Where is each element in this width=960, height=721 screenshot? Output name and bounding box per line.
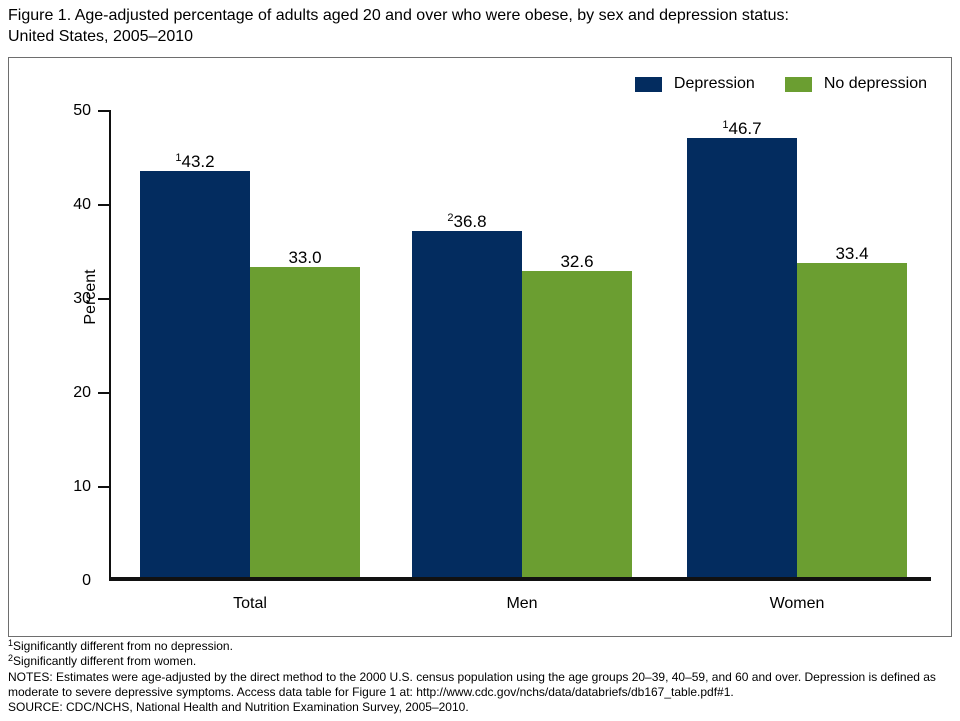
footnote-1-sup: 1 [8, 638, 14, 648]
y-tick-label-0: 0 [82, 572, 91, 589]
source-line: SOURCE: CDC/NCHS, National Health and Nu… [8, 700, 469, 715]
depression-color-swatch [634, 76, 662, 92]
footnotes: 1Significantly different from no depress… [8, 639, 956, 716]
value-label-depression-women: 146.7 [722, 119, 762, 139]
y-tick-mark-20 [98, 392, 111, 394]
notes-line: NOTES: Estimates were age-adjusted by th… [8, 669, 936, 700]
no-depression-color-swatch [784, 76, 812, 92]
y-tick-mark-40 [98, 204, 111, 206]
bar-no-depression-total [250, 266, 360, 577]
legend-item-no-depression: No depression [784, 75, 927, 93]
figure-title-line2: United States, 2005–2010 [8, 27, 194, 45]
value-label-depression-total: 143.2 [175, 151, 215, 171]
legend-label-depression: Depression [673, 75, 755, 92]
x-category-label-total: Total [233, 595, 267, 612]
y-tick-mark-30 [98, 298, 111, 300]
footnote-1: 1Significantly different from no depress… [8, 639, 956, 654]
y-tick-label-10: 10 [73, 478, 91, 495]
y-tick-label-30: 30 [73, 290, 91, 307]
bar-depression-women [687, 138, 797, 577]
bar-depression-total [140, 170, 250, 577]
y-tick-mark-10 [98, 486, 111, 488]
value-label-depression-men: 236.8 [447, 212, 487, 232]
y-tick-mark-50 [98, 110, 111, 112]
value-label-no-depression-women: 33.4 [835, 244, 869, 264]
footnote-1-text: Significantly different from no depressi… [13, 639, 233, 653]
x-category-label-women: Women [769, 595, 825, 612]
y-tick-label-20: 20 [73, 384, 91, 401]
footnote-2: 2Significantly different from women. [8, 654, 956, 669]
bar-no-depression-women [797, 263, 907, 577]
chart-legend: Depression No depression [634, 75, 927, 93]
bar-no-depression-men [522, 270, 632, 577]
y-tick-label-50: 50 [73, 102, 91, 119]
footnote-2-sup: 2 [8, 653, 14, 664]
plot-area: 0 10 20 30 40 50 143.2 33.0 Total 236.8 32.6 Men 146… [73, 103, 931, 612]
figure-title-line1: Figure 1. Age-adjusted percentage of adu… [8, 7, 789, 24]
bar-depression-men [412, 231, 522, 577]
chart-panel: Depression No depression Percent 0 10 20 30… [8, 57, 952, 637]
value-label-no-depression-men: 32.6 [560, 251, 594, 271]
footnote-2-text: Significantly different from women. [13, 654, 197, 669]
value-label-no-depression-total: 33.0 [288, 247, 322, 267]
y-tick-label-40: 40 [73, 196, 91, 213]
figure-title: Figure 1. Age-adjusted percentage of adu… [8, 6, 952, 48]
legend-item-depression: Depression [634, 75, 755, 93]
legend-label-no-depression: No depression [823, 75, 927, 92]
x-category-label-men: Men [506, 595, 538, 612]
